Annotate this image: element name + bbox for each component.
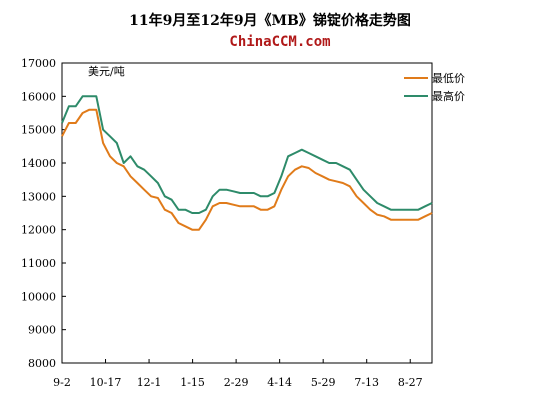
- y-tick-label: 10000: [21, 290, 56, 303]
- y-tick-label: 8000: [28, 357, 56, 370]
- x-tick-labels: 9-2 10-17 12-1 1-15 2-29 4-14 5-29 7-13 8-27: [53, 376, 422, 389]
- y-tick-label: 12000: [21, 224, 56, 237]
- y-tick-label: 17000: [21, 57, 56, 70]
- series-line-low: [61, 108, 433, 231]
- legend-label: 最低价: [432, 72, 465, 85]
- x-tick-label: 9-2: [53, 376, 71, 389]
- x-tick-label: 12-1: [137, 376, 162, 389]
- x-tick-label: 10-17: [90, 376, 122, 389]
- y-tick-label: 9000: [28, 324, 56, 337]
- series-lines: [61, 95, 433, 231]
- x-tick-label: 5-29: [311, 376, 336, 389]
- x-tick-label: 2-29: [224, 376, 249, 389]
- y-tick-label: 14000: [21, 157, 56, 170]
- y-tick-label: 13000: [21, 190, 56, 203]
- x-tick-label: 8-27: [398, 376, 423, 389]
- x-tick-label: 7-13: [354, 376, 379, 389]
- y-tick-label: 16000: [21, 90, 56, 103]
- x-tick-label: 1-15: [180, 376, 205, 389]
- y-tick-label: 15000: [21, 124, 56, 137]
- y-tick-label: 11000: [21, 257, 56, 270]
- chart-subtitle: ChinaCCM.com: [229, 34, 330, 50]
- legend-label: 最高价: [432, 89, 465, 103]
- chart-title: 11年9月至12年9月《MB》锑锭价格走势图: [129, 12, 411, 29]
- x-tick-label: 4-14: [267, 376, 292, 389]
- y-tick-labels: 8000 9000 10000 11000 12000 13000 14000 15000 16…: [21, 57, 56, 370]
- series-line-high: [61, 95, 433, 214]
- y-unit-label: 美元/吨: [88, 65, 125, 78]
